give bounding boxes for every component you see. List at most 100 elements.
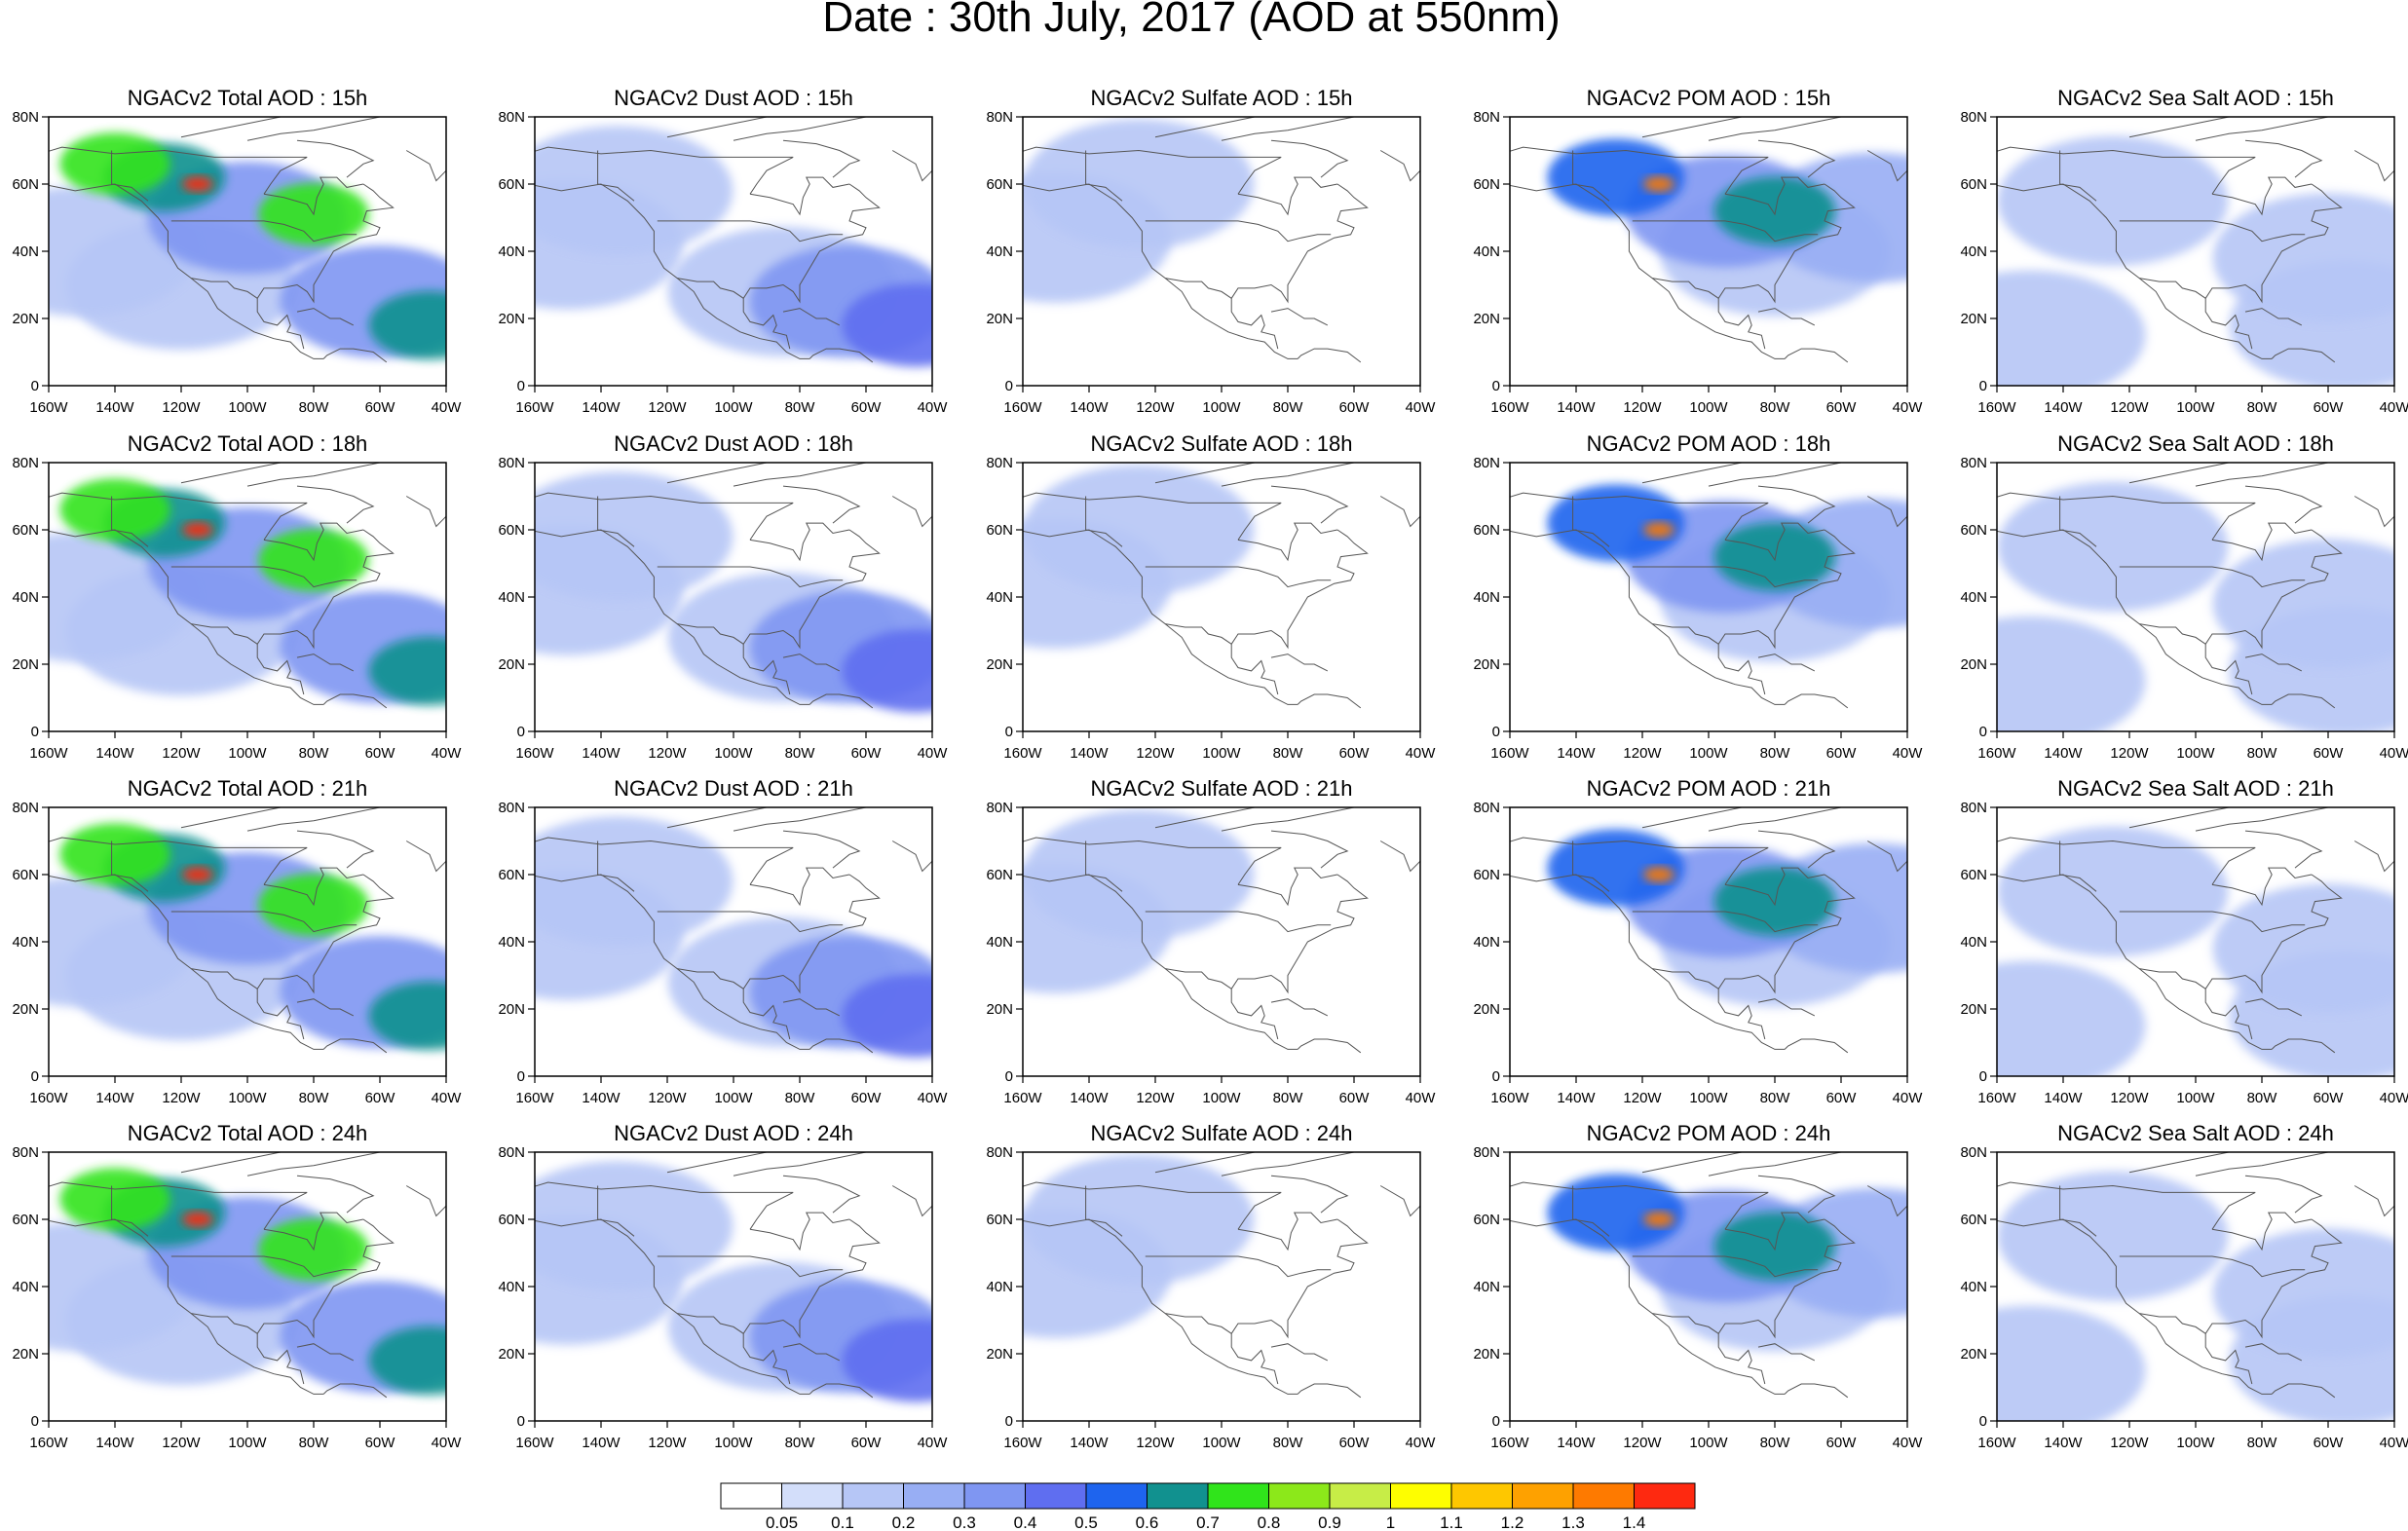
panel-title: NGACv2 Total AOD : 24h xyxy=(128,1121,368,1145)
lon-tick-label: 60W xyxy=(1339,399,1371,416)
lon-tick-label: 40W xyxy=(432,745,463,762)
lat-tick-label: 20N xyxy=(986,656,1013,673)
coastline xyxy=(2119,1255,2306,1278)
lat-tick-label: 20N xyxy=(1473,311,1500,327)
coastline xyxy=(1221,117,1355,141)
lon-tick-label: 80W xyxy=(1760,1090,1791,1106)
colorbar-swatch xyxy=(1572,1482,1635,1510)
coastline xyxy=(2244,485,2323,524)
aod-blob xyxy=(2212,883,2394,1014)
lon-tick-label: 140W xyxy=(1070,1090,1109,1106)
coastline xyxy=(2195,1152,2329,1176)
lat-tick-label: 40N xyxy=(1473,1279,1500,1295)
aod-blob xyxy=(1713,176,1836,245)
coastline xyxy=(1632,220,1819,243)
aod-blob xyxy=(368,290,446,359)
colorbar-label: 0.9 xyxy=(1318,1513,1341,1531)
colorbar-swatch xyxy=(1329,1482,1391,1510)
panel-title: NGACv2 Sulfate AOD : 24h xyxy=(1090,1121,1352,1145)
coastline xyxy=(1154,807,1256,829)
coastline xyxy=(749,1212,850,1251)
lon-tick-label: 160W xyxy=(515,399,554,416)
coastline xyxy=(2204,183,2343,304)
lon-tick-label: 160W xyxy=(1977,1435,2016,1451)
lon-tick-label: 80W xyxy=(1273,745,1304,762)
coastline xyxy=(733,1152,867,1176)
lat-tick-label: 20N xyxy=(1960,656,1987,673)
lon-tick-label: 140W xyxy=(582,1435,621,1451)
coastline xyxy=(749,867,850,907)
coastline xyxy=(733,117,867,141)
coastline xyxy=(246,463,381,487)
lat-tick-label: 0 xyxy=(31,1413,39,1430)
coastline xyxy=(666,807,768,829)
lon-tick-label: 40W xyxy=(1406,399,1437,416)
coastline xyxy=(1866,496,1907,528)
coastline xyxy=(1708,1152,1842,1176)
coastline xyxy=(405,1185,446,1217)
lat-tick-label: 20N xyxy=(1473,656,1500,673)
lat-tick-label: 80N xyxy=(1960,109,1987,126)
lat-tick-label: 0 xyxy=(517,1068,525,1085)
coastline xyxy=(2139,623,2206,645)
coastline xyxy=(1717,298,1766,350)
panel-title: NGACv2 Sulfate AOD : 15h xyxy=(1090,86,1352,110)
aod-field xyxy=(49,1168,446,1395)
lon-tick-label: 60W xyxy=(851,1090,883,1106)
coastline xyxy=(405,840,446,873)
lat-tick-label: 40N xyxy=(986,934,1013,951)
coastline xyxy=(1237,176,1338,216)
aod-blob xyxy=(535,1161,734,1291)
lon-tick-label: 40W xyxy=(1893,745,1924,762)
coastline xyxy=(1237,1212,1338,1251)
lon-tick-label: 140W xyxy=(95,1090,134,1106)
aod-blob xyxy=(182,522,213,538)
panel-title: NGACv2 Dust AOD : 21h xyxy=(614,776,853,801)
aod-blob xyxy=(1643,1212,1674,1227)
colorbar-label: 1.1 xyxy=(1440,1513,1463,1531)
coastline xyxy=(2139,968,2206,990)
coastline xyxy=(1221,463,1355,487)
lat-tick-label: 40N xyxy=(1960,589,1987,606)
coastline xyxy=(1717,1218,1856,1339)
lat-tick-label: 40N xyxy=(1473,243,1500,260)
aod-field xyxy=(1023,1154,1255,1338)
aod-field xyxy=(535,126,932,367)
lat-tick-label: 80N xyxy=(498,1144,525,1161)
coastline xyxy=(296,653,355,672)
coastline xyxy=(2059,150,2097,202)
lon-tick-label: 80W xyxy=(2247,1090,2278,1106)
lon-tick-label: 60W xyxy=(365,1435,396,1451)
coastline xyxy=(1085,150,1123,202)
lat-tick-label: 20N xyxy=(498,311,525,327)
coastline xyxy=(2204,1218,2343,1339)
lon-tick-label: 160W xyxy=(515,745,554,762)
lon-tick-label: 120W xyxy=(1623,745,1662,762)
lon-tick-label: 120W xyxy=(648,1090,687,1106)
lon-tick-label: 160W xyxy=(1003,399,1042,416)
panel-title: NGACv2 Total AOD : 21h xyxy=(128,776,368,801)
panel-title: NGACv2 Sulfate AOD : 21h xyxy=(1090,776,1352,801)
coastline xyxy=(782,653,841,672)
lat-tick-label: 40N xyxy=(12,934,39,951)
coastline xyxy=(2211,1212,2313,1251)
coastline xyxy=(1154,1152,1256,1174)
aod-blob xyxy=(368,1326,446,1395)
lon-tick-label: 80W xyxy=(299,1090,330,1106)
panel-title: NGACv2 Dust AOD : 24h xyxy=(614,1121,853,1145)
coastline xyxy=(1757,1175,1836,1214)
coastline xyxy=(256,989,305,1040)
coastline xyxy=(1145,220,1332,243)
aod-blob xyxy=(182,176,213,192)
coastline xyxy=(1221,807,1355,832)
lat-tick-label: 40N xyxy=(1473,589,1500,606)
lon-tick-label: 100W xyxy=(2176,1435,2215,1451)
coastline xyxy=(1757,139,1836,178)
coastline xyxy=(1572,496,1610,547)
map-panel: NGACv2 Total AOD : 15h 160W 140W 120W 100W 80… xyxy=(12,86,462,416)
coastline xyxy=(733,463,867,487)
aod-blob xyxy=(182,867,213,882)
lon-tick-label: 120W xyxy=(1136,1435,1175,1451)
lon-tick-label: 120W xyxy=(1136,1090,1175,1106)
